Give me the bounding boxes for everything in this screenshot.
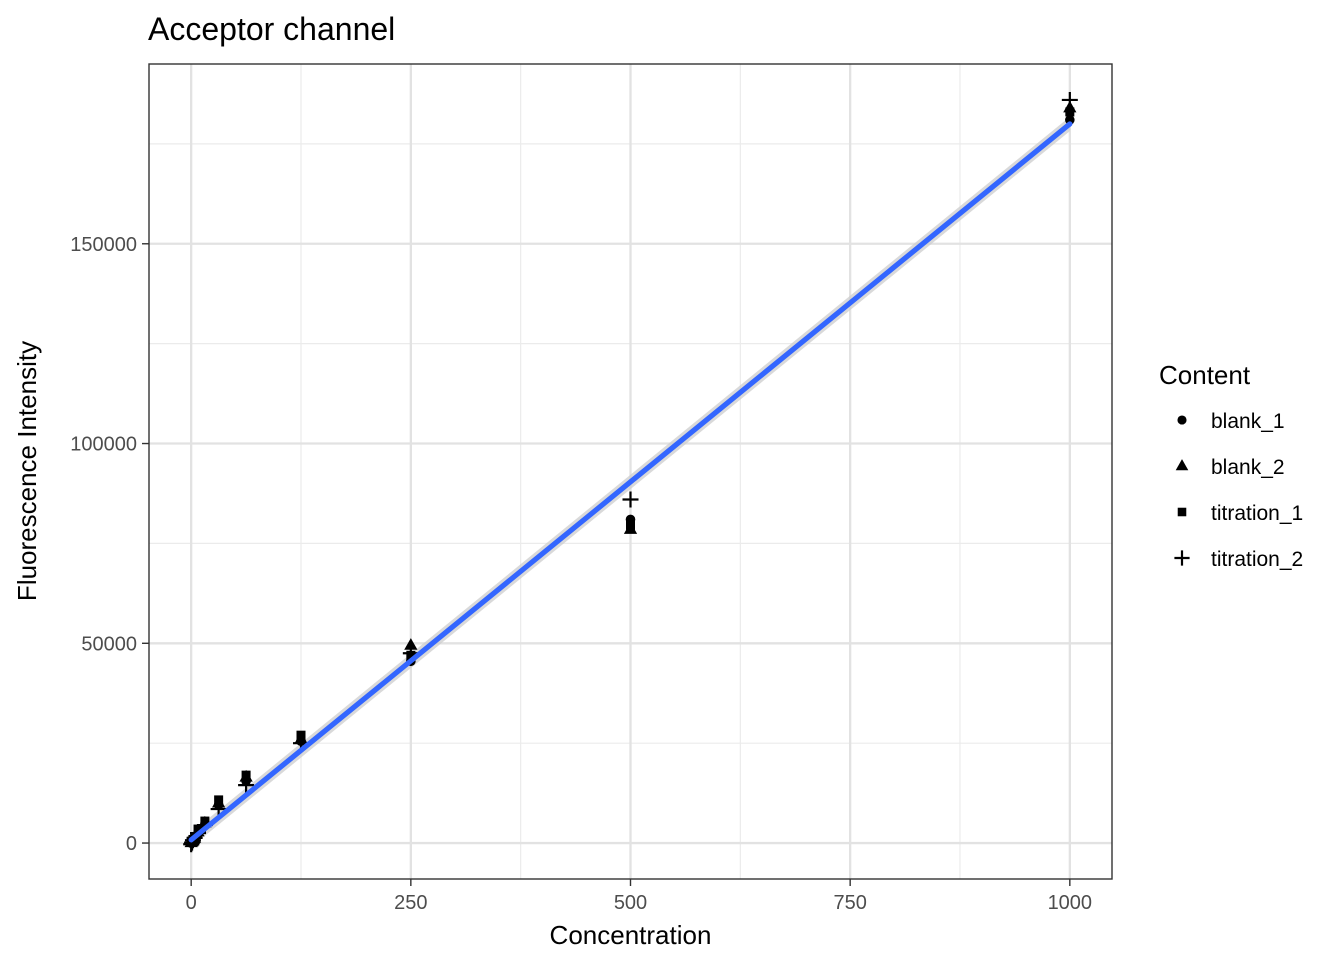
blank_1-point xyxy=(1065,115,1075,125)
legend-key-titration_2 xyxy=(1174,550,1190,566)
x-tick-label: 250 xyxy=(394,892,427,914)
fit-line-layer xyxy=(188,121,1073,843)
legend-label-titration_1: titration_1 xyxy=(1211,502,1303,525)
legend-label-titration_2: titration_2 xyxy=(1211,548,1303,571)
y-tick-label: 150000 xyxy=(70,234,137,256)
chart-title: Acceptor channel xyxy=(148,11,395,47)
x-tick-label: 750 xyxy=(833,892,866,914)
titration_1-point xyxy=(241,770,251,780)
y-tick-label: 50000 xyxy=(81,633,137,655)
titration_2-point xyxy=(238,777,255,794)
titration_1-point xyxy=(1065,107,1075,117)
legend-key-blank_2 xyxy=(1175,459,1189,471)
titration_2-point xyxy=(1061,91,1078,108)
grid-layer xyxy=(149,64,1112,879)
x-tick-label: 1000 xyxy=(1048,892,1093,914)
x-tick-label: 0 xyxy=(186,892,197,914)
x-axis-title: Concentration xyxy=(550,920,712,950)
legend-items: blank_1 blank_2 titration_1 titration_2 xyxy=(1174,410,1303,571)
y-tick-label: 100000 xyxy=(70,434,137,456)
y-tick-label: 0 xyxy=(126,833,137,855)
legend: Content blank_1 blank_2 titration_1titrati… xyxy=(1159,360,1303,571)
y-axis-title: Fluorescence Intensity xyxy=(12,341,42,601)
legend-title: Content xyxy=(1159,360,1251,390)
titration_2-point xyxy=(622,491,639,508)
x-tick-label: 500 xyxy=(614,892,647,914)
titration_1-point xyxy=(626,520,635,530)
legend-key-blank_1 xyxy=(1177,415,1187,425)
fit-line xyxy=(188,121,1073,843)
titration_1-point xyxy=(214,795,224,805)
axis-layer: 0 250 500 750 1000 0 50000 100000 150000 xyxy=(70,234,1092,914)
blank_2-point xyxy=(404,638,418,650)
legend-key-titration_1 xyxy=(1177,507,1187,517)
legend-label-blank_1: blank_1 xyxy=(1211,410,1285,433)
legend-label-blank_2: blank_2 xyxy=(1211,456,1285,479)
